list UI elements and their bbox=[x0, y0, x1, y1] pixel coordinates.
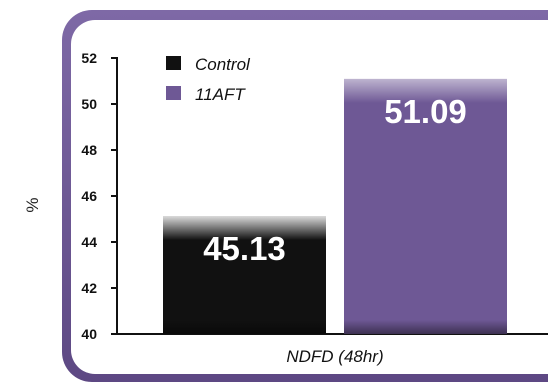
y-axis-label: % bbox=[23, 197, 42, 212]
bar-highlight bbox=[163, 216, 326, 241]
bar-11aft bbox=[344, 78, 507, 335]
y-tick-label: 44 bbox=[81, 234, 97, 250]
y-tick-label: 50 bbox=[81, 96, 97, 112]
bars-group: 45.13 51.09 bbox=[163, 78, 507, 335]
legend-swatch-control bbox=[166, 56, 181, 70]
legend-label-control: Control bbox=[195, 55, 251, 74]
legend: Control 11AFT bbox=[166, 55, 251, 104]
bar-highlight bbox=[344, 78, 507, 103]
bar-value-label: 51.09 bbox=[384, 93, 467, 130]
bar-bottom-shade bbox=[163, 320, 326, 334]
y-tick-label: 40 bbox=[81, 326, 97, 342]
legend-label-11aft: 11AFT bbox=[195, 85, 246, 104]
y-tick-label: 46 bbox=[81, 188, 97, 204]
bar-value-label: 45.13 bbox=[203, 230, 286, 267]
y-tick-label: 52 bbox=[81, 50, 97, 66]
y-tick-label: 42 bbox=[81, 280, 97, 296]
legend-swatch-11aft bbox=[166, 86, 181, 100]
x-category-label: NDFD (48hr) bbox=[286, 347, 383, 366]
bar-bottom-shade bbox=[344, 320, 507, 334]
y-tick-label: 48 bbox=[81, 142, 97, 158]
y-axis-ticks: 52 50 48 46 44 42 40 bbox=[81, 50, 118, 342]
